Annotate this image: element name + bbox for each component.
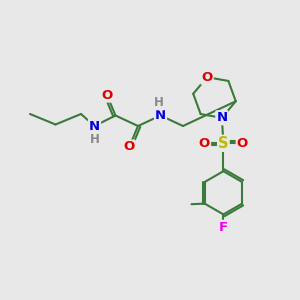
Text: S: S <box>218 136 229 151</box>
Text: N: N <box>216 111 227 124</box>
Text: O: O <box>199 137 210 150</box>
Text: F: F <box>219 221 228 234</box>
Text: O: O <box>202 71 213 84</box>
Text: N: N <box>89 119 100 133</box>
Text: O: O <box>123 140 135 154</box>
Text: H: H <box>154 96 164 110</box>
Text: O: O <box>101 88 112 102</box>
Text: O: O <box>237 137 248 150</box>
Text: N: N <box>155 109 166 122</box>
Text: H: H <box>90 133 99 146</box>
